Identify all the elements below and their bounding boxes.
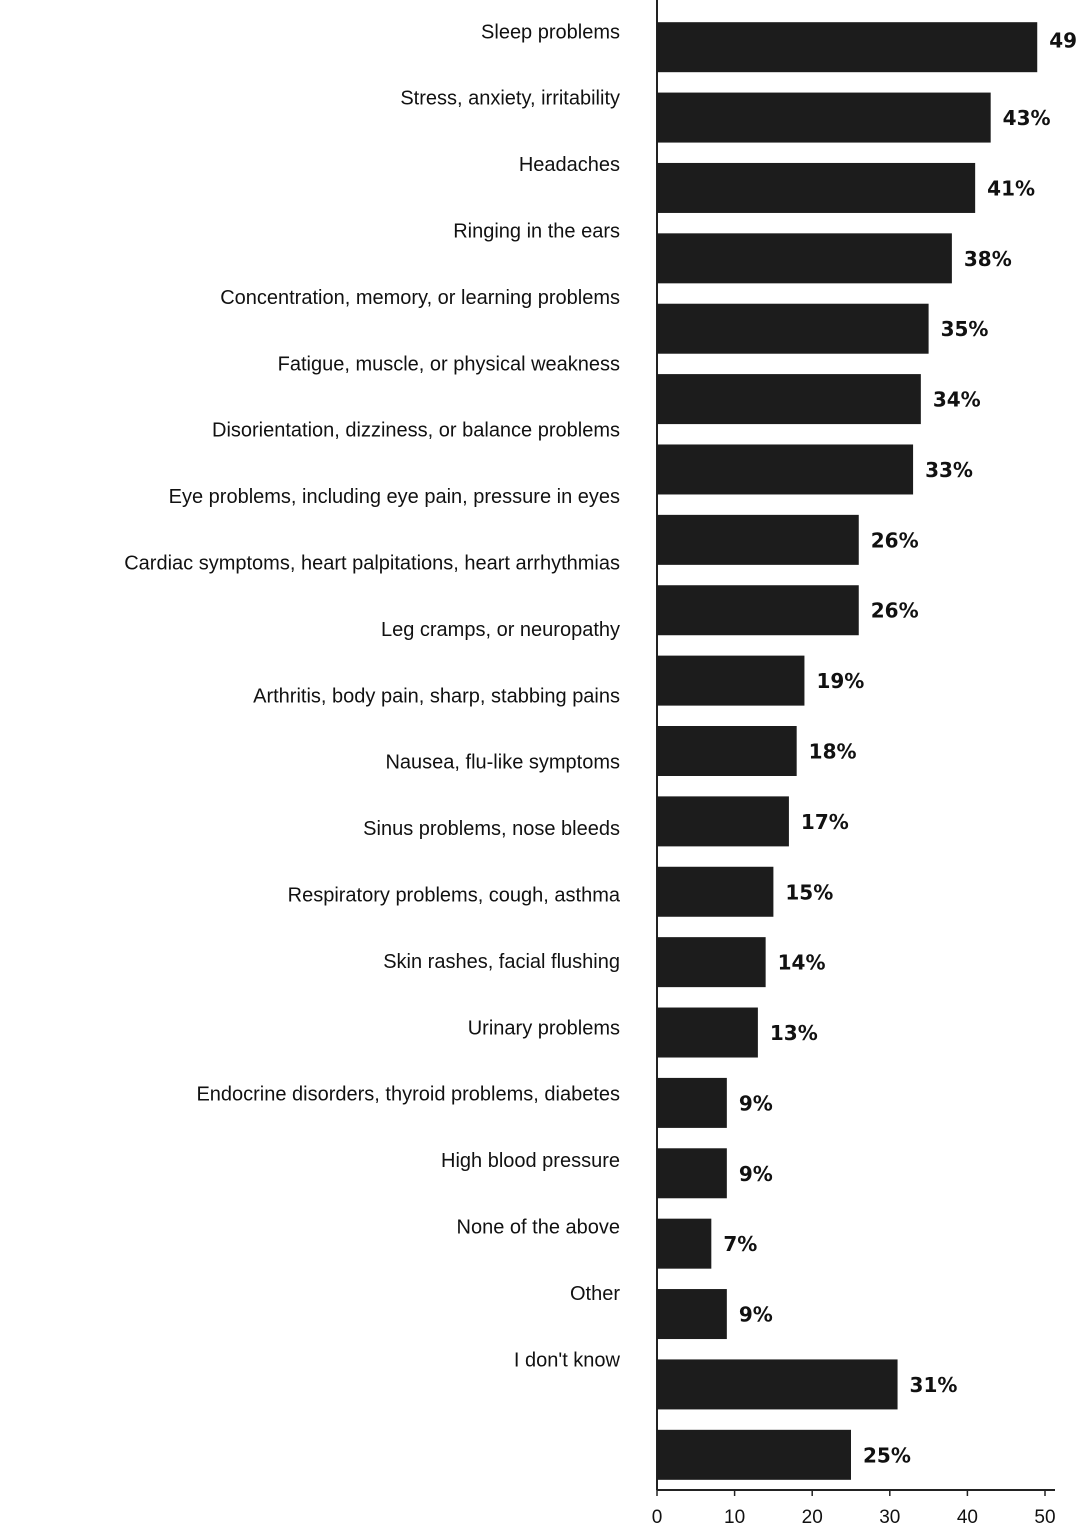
value-label: 25% xyxy=(863,1443,911,1467)
value-label: 26% xyxy=(871,528,919,552)
value-label: 43% xyxy=(1003,106,1051,130)
bar xyxy=(657,1429,851,1480)
x-tick-label: 40 xyxy=(957,1507,978,1528)
bar xyxy=(657,1218,712,1269)
bar xyxy=(657,655,805,706)
x-tick-label: 50 xyxy=(1034,1507,1055,1528)
category-label: Respiratory problems, cough, asthma xyxy=(288,884,621,906)
x-tick-label: 10 xyxy=(724,1507,745,1528)
bar xyxy=(657,233,952,284)
category-label: Stress, anxiety, irritability xyxy=(400,88,620,110)
value-label: 9% xyxy=(739,1162,773,1186)
value-label: 26% xyxy=(871,599,919,623)
value-label: 15% xyxy=(785,880,833,904)
value-label: 34% xyxy=(933,388,981,412)
bar xyxy=(657,162,976,213)
category-label: I don't know xyxy=(514,1349,621,1371)
category-label: Sinus problems, nose bleeds xyxy=(363,818,620,840)
bar xyxy=(657,22,1038,73)
value-label: 41% xyxy=(987,176,1035,200)
category-label: Sleep problems xyxy=(481,21,620,43)
x-tick-label: 30 xyxy=(879,1507,900,1528)
value-label: 31% xyxy=(910,1373,958,1397)
category-label: Skin rashes, facial flushing xyxy=(383,951,620,973)
bar xyxy=(657,1007,758,1058)
bar xyxy=(657,866,774,917)
bar xyxy=(657,374,921,425)
bar xyxy=(657,1359,898,1410)
bar xyxy=(657,303,929,354)
category-label: Concentration, memory, or learning probl… xyxy=(220,287,620,309)
category-label: Urinary problems xyxy=(468,1017,620,1039)
bar xyxy=(657,585,859,636)
value-label: 17% xyxy=(801,810,849,834)
x-tick-label: 0 xyxy=(652,1507,663,1528)
category-label: Ringing in the ears xyxy=(453,220,620,242)
value-label: 9% xyxy=(739,1303,773,1327)
bar xyxy=(657,796,789,847)
value-label: 38% xyxy=(964,247,1012,271)
bar xyxy=(657,444,914,495)
bar xyxy=(657,514,859,565)
category-label: Fatigue, muscle, or physical weakness xyxy=(278,353,620,375)
value-label: 49 xyxy=(1049,29,1077,53)
bar xyxy=(657,92,991,143)
x-tick-label: 20 xyxy=(802,1507,823,1528)
category-label: Headaches xyxy=(519,154,620,176)
value-label: 9% xyxy=(739,1091,773,1115)
category-label: Cardiac symptoms, heart palpitations, he… xyxy=(124,552,620,574)
category-label: None of the above xyxy=(457,1216,620,1238)
value-label: 35% xyxy=(941,317,989,341)
category-label: High blood pressure xyxy=(441,1150,620,1172)
value-label: 14% xyxy=(778,951,826,975)
category-label: Leg cramps, or neuropathy xyxy=(381,619,620,641)
bar xyxy=(657,1289,727,1340)
value-label: 18% xyxy=(809,740,857,764)
category-label: Disorientation, dizziness, or balance pr… xyxy=(212,420,620,442)
bar xyxy=(657,1077,727,1128)
category-label: Endocrine disorders, thyroid problems, d… xyxy=(196,1084,620,1106)
category-label: Other xyxy=(570,1283,620,1305)
bar xyxy=(657,726,797,776)
bar xyxy=(657,937,766,988)
category-label: Eye problems, including eye pain, pressu… xyxy=(169,486,620,508)
value-label: 13% xyxy=(770,1021,818,1045)
value-label: 19% xyxy=(816,669,864,693)
value-label: 33% xyxy=(925,458,973,482)
category-label: Nausea, flu-like symptoms xyxy=(385,752,620,774)
bar xyxy=(657,1148,727,1199)
value-label: 7% xyxy=(723,1232,757,1256)
category-label: Arthritis, body pain, sharp, stabbing pa… xyxy=(253,685,620,707)
